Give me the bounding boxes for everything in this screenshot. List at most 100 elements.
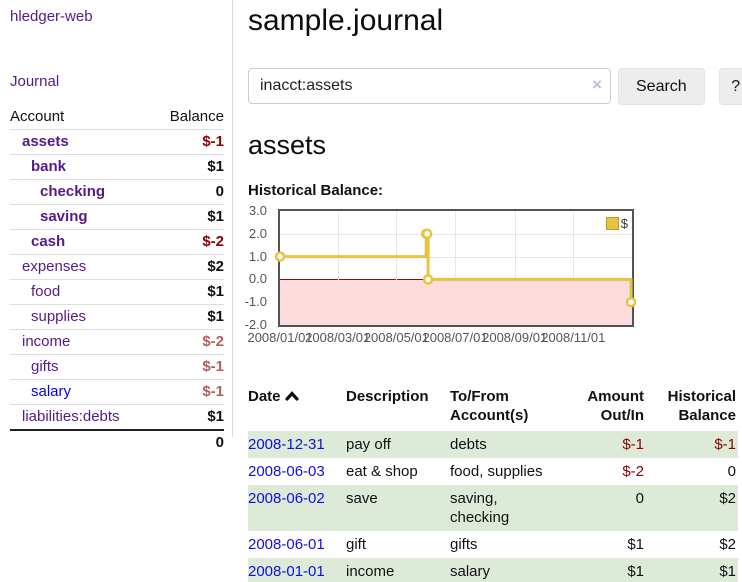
transaction-accounts: saving, checking [450,490,510,526]
sidebar-account-row: saving $1 [10,205,224,230]
transaction-description: eat & shop [346,463,418,480]
transaction-amount: $-2 [622,463,644,480]
transaction-date-link[interactable]: 2008-06-01 [248,536,325,553]
search-form: × Search ? [248,68,742,105]
y-tick-label: 1.0 [248,248,267,264]
x-tick-label: 2008/09/01 [482,330,548,345]
legend-swatch [605,217,619,230]
transaction-row: 2008-06-03 eat & shop food, supplies $-2 0 [248,458,738,485]
transaction-date-link[interactable]: 2008-12-31 [248,436,325,453]
transaction-date-link[interactable]: 2008-06-02 [248,490,325,507]
transaction-row: 2008-06-02 save saving, checking 0 $2 [248,485,738,531]
search-input[interactable] [248,68,611,104]
account-balance: $-1 [202,133,224,150]
page-title: sample.journal [248,4,444,37]
date-column-header[interactable]: Date [248,385,346,431]
transaction-balance: $-1 [714,436,736,453]
register-header-row: Date Description To/From Account(s) Amou… [248,385,738,431]
data-point-marker [274,251,286,262]
sidebar-account-link-saving[interactable]: saving [40,208,88,225]
sidebar-account-row: cash $-2 [10,230,224,255]
sidebar-account-link-checking[interactable]: checking [40,183,106,200]
vertical-gridline [573,211,574,325]
transaction-balance: 0 [727,463,736,480]
sidebar-account-table: Account Balance assets $-1 bank $1 checking 0… [10,105,224,456]
x-tick-label: 2008/03/01 [305,330,371,345]
sidebar-account-row: supplies $1 [10,305,224,330]
transaction-amount: 0 [635,490,644,507]
transaction-amount: $1 [627,536,644,553]
chart-x-axis-labels: 2008/01/01 2008/03/01 2008/05/01 2008/07/01… [247,327,634,347]
transaction-row: 2008-06-01 gift gifts $1 $2 [248,531,738,558]
date-header-label: Date [248,388,281,405]
account-balance: $-2 [202,333,224,350]
vertical-gridline [455,211,456,325]
x-tick-label: 2008/11/01 [541,330,606,345]
sidebar-total-row: 0 [10,431,224,456]
transaction-date-link[interactable]: 2008-01-01 [248,563,325,580]
clear-search-icon[interactable]: × [592,75,602,94]
accounts-column-header: To/From Account(s) [450,388,529,424]
transaction-balance: $2 [719,490,736,507]
data-point-marker [422,274,434,285]
sidebar-account-link-food[interactable]: food [31,283,61,300]
sidebar-account-row: gifts $-1 [10,355,224,380]
negative-region [280,280,632,325]
transaction-accounts: gifts [450,536,478,553]
sidebar-account-link-bank[interactable]: bank [31,158,67,175]
legend-label: $ [620,216,628,231]
y-tick-label: 0.0 [248,271,267,287]
y-tick-label: 2.0 [248,225,267,241]
sidebar-account-link-assets[interactable]: assets [22,133,69,150]
transaction-description: income [346,563,395,580]
sort-ascending-icon [284,387,299,406]
y-tick-label: -2.0 [244,317,267,332]
horizontal-gridline [280,234,632,235]
account-balance: $1 [207,408,224,425]
sidebar-account-row: assets $-1 [10,130,224,155]
transaction-description: pay off [346,436,391,453]
main-content: sample.journal × Search ? assets Histori… [233,0,742,582]
sidebar-account-row: liabilities:debts $1 [10,405,224,431]
account-balance: $-2 [202,233,224,250]
x-tick-label: 2008/07/01 [422,330,488,345]
sidebar-account-link-liabilities-debts[interactable]: liabilities:debts [22,408,120,425]
sidebar-account-link-salary[interactable]: salary [31,383,72,400]
data-point-marker [625,296,637,308]
nav-journal-link[interactable]: Journal [10,73,60,90]
sidebar-account-row: bank $1 [10,155,224,180]
transaction-row: 2008-12-31 pay off debts $-1 $-1 [248,431,738,458]
x-tick-label: 2008/05/01 [363,330,429,345]
transaction-accounts: food, supplies [450,463,543,480]
vertical-gridline [338,211,339,325]
y-tick-label: -1.0 [244,294,267,310]
account-balance: $1 [207,308,224,325]
balance-column-header: Balance [169,108,224,125]
sidebar: hledger-web Journal Account Balance asse… [0,0,233,451]
sidebar-account-rows: assets $-1 bank $1 checking 0 saving $1 cash $-2 e… [10,130,224,431]
sidebar-account-link-income[interactable]: income [22,333,71,350]
account-balance: $1 [207,208,224,225]
chart-title: Historical Balance: [248,182,384,199]
transaction-row: 2008-01-01 income salary $1 $1 [248,558,738,582]
vertical-gridline [396,211,397,325]
account-balance: $1 [207,158,224,175]
chart-y-axis-labels: 3.0 2.0 1.0 0.0 -1.0 -2.0 [234,203,272,332]
chart-plot-area: $ [274,209,637,327]
sidebar-account-row: salary $-1 [10,380,224,405]
search-button[interactable]: Search [618,68,705,105]
y-tick-label: 3.0 [248,203,267,218]
sidebar-account-link-cash[interactable]: cash [31,233,66,250]
transaction-date-link[interactable]: 2008-06-03 [248,463,325,480]
x-tick-label: 2008/01/01 [247,330,313,345]
sidebar-account-row: checking 0 [10,180,224,205]
sidebar-account-link-expenses[interactable]: expenses [22,258,87,275]
sidebar-account-link-supplies[interactable]: supplies [31,308,87,325]
account-balance: $-1 [202,358,224,375]
transaction-accounts: debts [450,436,487,453]
brand-link[interactable]: hledger-web [10,8,93,25]
help-button[interactable]: ? [718,68,742,105]
transaction-description: gift [346,536,367,553]
sidebar-account-link-gifts[interactable]: gifts [31,358,59,375]
account-heading: assets [248,130,327,160]
